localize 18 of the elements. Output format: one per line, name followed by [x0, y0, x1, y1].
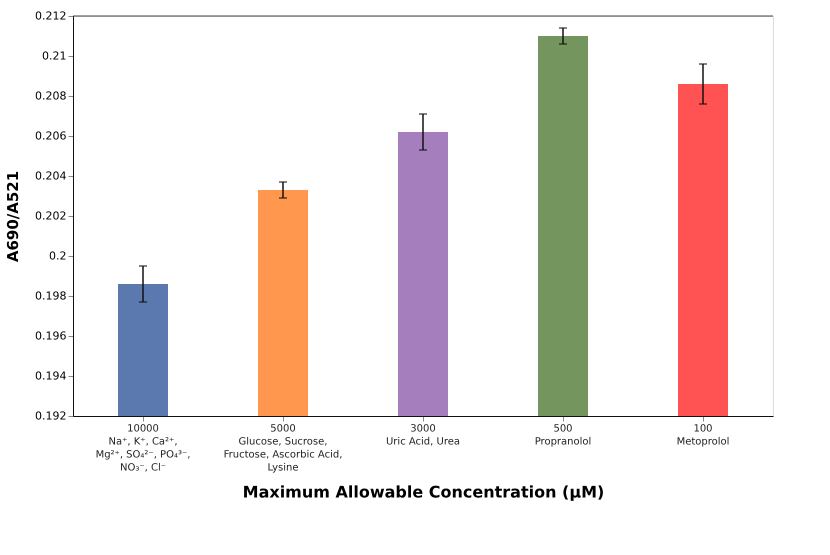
y-tick-label: 0.21 — [42, 50, 66, 62]
y-tick-label: 0.204 — [35, 170, 66, 182]
y-tick-label: 0.212 — [35, 10, 66, 22]
x-tick-label: 500 Propranolol — [534, 424, 592, 448]
y-axis-title: A690/A521 — [4, 170, 22, 262]
y-tick-label: 0.206 — [35, 130, 66, 142]
y-tick-label: 0.208 — [35, 90, 66, 102]
y-tick-label: 0.2 — [49, 250, 66, 262]
x-tick-label: 3000 Uric Acid, Urea — [386, 424, 460, 448]
x-axis-title: Maximum Allowable Concentration (μM) — [242, 482, 604, 502]
x-tick-label: 5000 Glucose, Sucrose, Fructose, Ascorbic Acid, Lysine — [224, 424, 342, 474]
x-tick-label: 10000 Na⁺, K⁺, Ca²⁺, Mg²⁺, SO₄²⁻, PO₄³⁻, NO₃⁻, Cl⁻ — [96, 424, 190, 474]
y-tick-label: 0.194 — [35, 370, 66, 382]
y-tick-label: 0.198 — [35, 290, 66, 302]
y-tick-label: 0.192 — [35, 410, 66, 422]
y-tick-label: 0.202 — [35, 210, 66, 222]
y-tick-label: 0.196 — [35, 330, 66, 342]
x-tick-label: 100 Metoprolol — [676, 424, 730, 448]
